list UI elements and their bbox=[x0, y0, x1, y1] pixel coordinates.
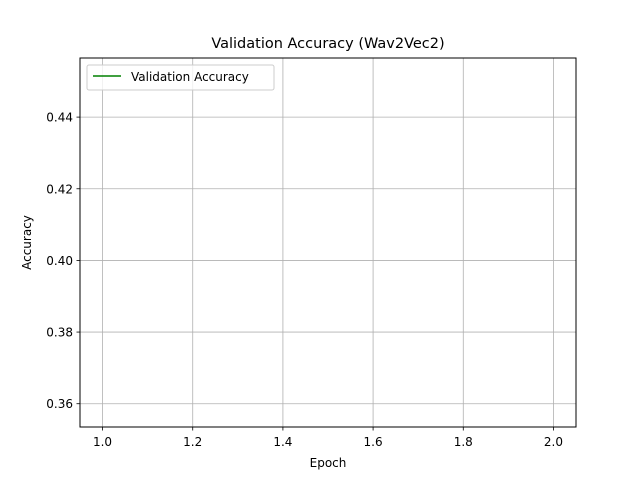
chart-title: Validation Accuracy (Wav2Vec2) bbox=[211, 36, 444, 52]
plot-frame bbox=[79, 57, 577, 428]
y-tick-label: 0.44 bbox=[46, 111, 73, 125]
x-axis-label: Epoch bbox=[310, 456, 347, 470]
legend: Validation Accuracy bbox=[86, 64, 275, 91]
x-tick-label: 1.2 bbox=[183, 435, 202, 449]
legend-box bbox=[86, 64, 275, 91]
y-axis-label: Accuracy bbox=[20, 215, 34, 270]
x-gridlines bbox=[102, 58, 554, 427]
y-tick-label: 0.42 bbox=[46, 182, 73, 196]
x-tick-label: 1.0 bbox=[93, 435, 112, 449]
y-tick-label: 0.36 bbox=[46, 397, 73, 411]
y-tick-label: 0.40 bbox=[46, 254, 73, 268]
x-tick-label: 2.0 bbox=[544, 435, 563, 449]
x-tick-label: 1.4 bbox=[273, 435, 292, 449]
legend-label-validation-accuracy: Validation Accuracy bbox=[131, 70, 249, 84]
x-axis-ticks: 1.0 1.2 1.4 1.6 1.8 2.0 bbox=[93, 427, 563, 449]
x-tick-label: 1.6 bbox=[364, 435, 383, 449]
x-tick-label: 1.8 bbox=[454, 435, 473, 449]
y-gridlines bbox=[80, 116, 576, 405]
y-axis-ticks: 0.36 0.38 0.40 0.42 0.44 bbox=[46, 111, 80, 411]
plot-area-background bbox=[80, 58, 576, 427]
y-tick-label: 0.38 bbox=[46, 326, 73, 340]
